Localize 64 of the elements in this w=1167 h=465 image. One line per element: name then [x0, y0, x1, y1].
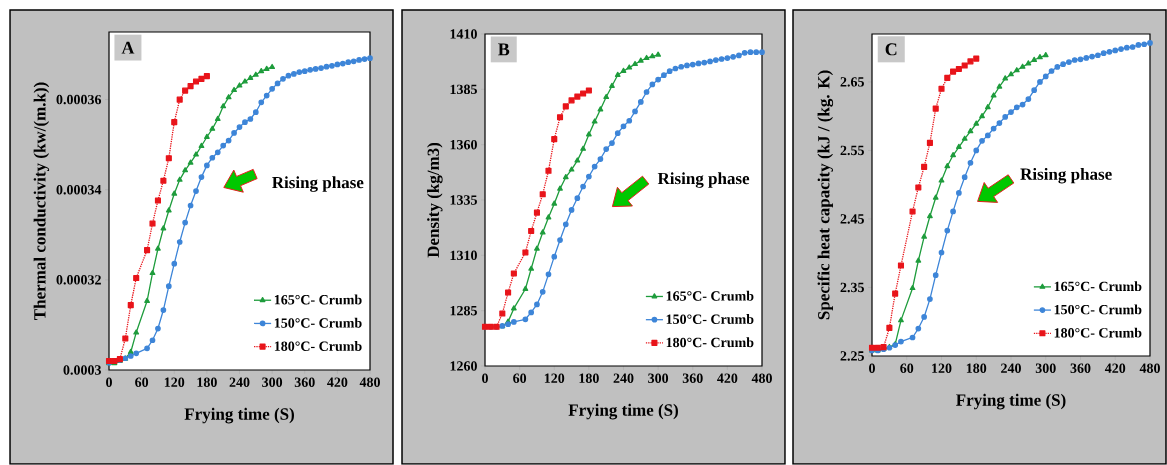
x-tick-label: 120	[164, 377, 185, 388]
legend-label: 180°C- Crumb	[274, 341, 362, 352]
x-tick-label: 300	[262, 377, 283, 388]
y-tick-label: 2.45	[840, 214, 864, 224]
x-tick-label: 360	[294, 377, 315, 388]
legend-label: 150°C- Crumb	[1054, 304, 1142, 315]
legend-label: 150°C- Crumb	[666, 314, 754, 325]
legend-label: 180°C- Crumb	[666, 337, 754, 348]
x-tick-label: 360	[682, 373, 703, 384]
x-axis-title: Frying time (S)	[568, 403, 678, 420]
x-tick-label: 480	[359, 377, 380, 388]
x-tick-label: 180	[966, 363, 987, 374]
x-tick-label: 120	[544, 373, 565, 384]
legend-label: 150°C- Crumb	[274, 317, 362, 328]
y-tick-label: 0.0003	[63, 365, 101, 375]
y-tick-label: 1360	[450, 140, 477, 150]
annotation: Rising phase	[272, 176, 364, 192]
y-tick-label: 1410	[450, 29, 477, 39]
y-tick-label: 0.00036	[56, 94, 102, 105]
y-tick-label: 1310	[450, 250, 477, 261]
y-tick-label: 1385	[450, 84, 477, 95]
legend-label: 180°C- Crumb	[1054, 327, 1142, 338]
y-axis-title: Thermal conductivity (kw/(m.k))	[33, 82, 50, 321]
chart-title: A	[121, 41, 135, 54]
y-axis-title: Specific heat capacity (kJ / (kg. K)	[817, 70, 834, 320]
chart-title: C	[885, 43, 897, 56]
annotation: Rising phase	[1020, 168, 1112, 184]
x-tick-label: 300	[1035, 363, 1056, 374]
x-tick-label: 300	[648, 373, 669, 384]
x-tick-label: 60	[513, 373, 527, 384]
x-tick-label: 60	[900, 363, 914, 374]
legend-label: 165°C- Crumb	[666, 290, 754, 301]
x-tick-label: 0	[869, 363, 875, 374]
x-axis-title: Frying time (S)	[956, 393, 1066, 410]
x-tick-label: 420	[327, 377, 348, 388]
x-tick-label: 180	[197, 377, 217, 388]
x-tick-label: 240	[1001, 363, 1021, 374]
chart-title: B	[498, 43, 510, 56]
x-tick-label: 240	[229, 377, 250, 388]
y-tick-label: 2.65	[840, 77, 864, 87]
x-tick-label: 60	[135, 377, 149, 388]
y-tick-label: 0.00034	[56, 185, 102, 195]
legend-label: 165°C- Crumb	[1054, 281, 1142, 292]
y-tick-label: 1335	[450, 195, 477, 205]
x-tick-label: 480	[751, 373, 772, 384]
x-tick-label: 420	[717, 373, 738, 384]
x-axis-title: Frying time (S)	[184, 407, 294, 424]
x-tick-label: 420	[1104, 363, 1126, 374]
x-tick-label: 480	[1139, 363, 1160, 374]
x-tick-label: 0	[482, 373, 488, 384]
y-tick-label: 1260	[450, 361, 477, 371]
y-tick-label: 0.00032	[56, 275, 101, 285]
y-tick-label: 2.55	[840, 145, 864, 156]
y-tick-label: 2.35	[840, 282, 864, 293]
y-tick-label: 1285	[450, 306, 477, 316]
x-tick-label: 120	[932, 363, 952, 374]
legend-label: 165°C- Crumb	[274, 294, 362, 305]
y-tick-label: 2.25	[840, 351, 864, 361]
x-tick-label: 0	[106, 377, 112, 388]
y-axis-title: Density (kg/m3)	[427, 143, 443, 258]
x-tick-label: 240	[613, 373, 634, 384]
x-tick-label: 360	[1070, 363, 1091, 374]
x-tick-label: 180	[579, 373, 599, 384]
annotation: Rising phase	[657, 172, 750, 188]
